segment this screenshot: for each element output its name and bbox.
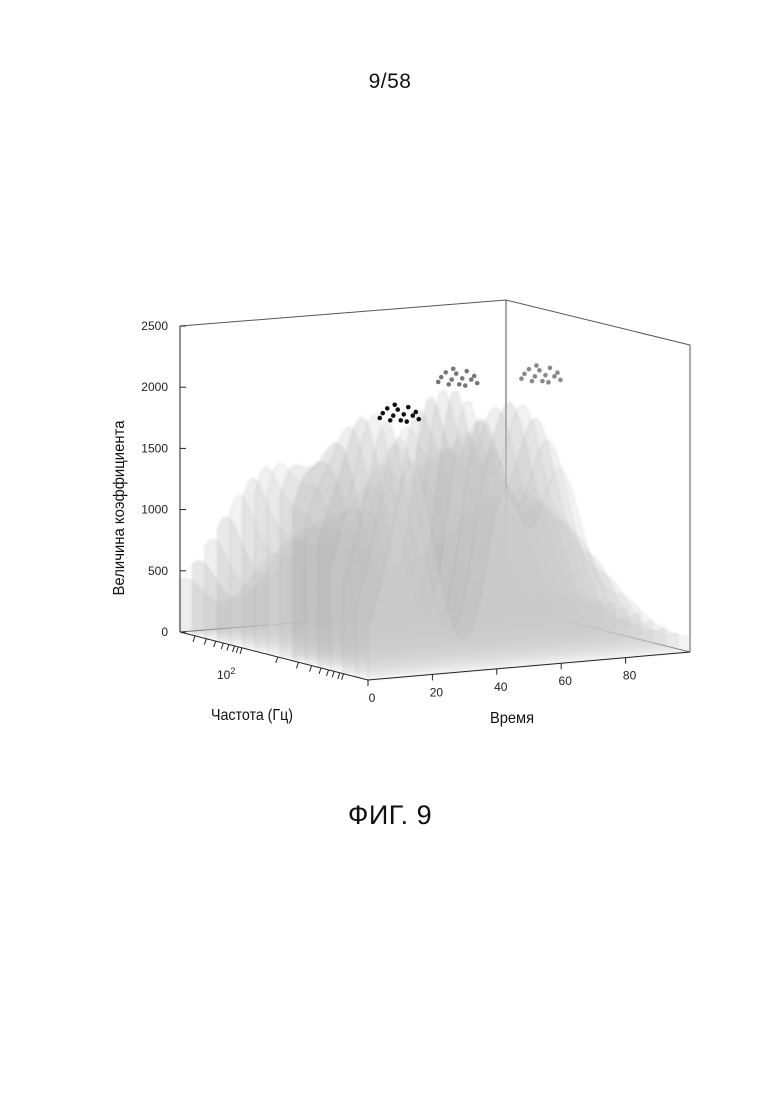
z-tick-label: 500 <box>148 564 168 578</box>
time-tick-label: 60 <box>559 674 573 688</box>
peak-marker <box>457 382 462 387</box>
z-tick-label: 2500 <box>141 319 168 333</box>
peak-marker <box>533 374 538 379</box>
time-axis-title: Время <box>490 710 534 727</box>
surface <box>180 391 690 681</box>
peak-marker <box>449 377 454 382</box>
peak-marker <box>548 366 553 371</box>
peak-marker <box>401 412 406 417</box>
peak-marker <box>404 419 409 424</box>
peak-marker <box>413 410 418 415</box>
peak-marker <box>446 382 451 387</box>
peak-marker <box>558 378 563 383</box>
peak-marker <box>527 367 532 372</box>
freq-axis-title: Частота (Гц) <box>211 707 293 724</box>
peak-marker <box>540 379 545 384</box>
peak-marker <box>406 405 411 410</box>
peak-marker <box>385 406 390 411</box>
peak-marker <box>546 380 551 385</box>
peak-marker <box>460 376 465 381</box>
peak-marker <box>439 375 444 380</box>
peak-marker <box>543 373 548 378</box>
peak-marker <box>552 374 557 379</box>
peak-marker <box>530 379 535 384</box>
peak-marker <box>519 376 524 381</box>
z-tick-label: 1000 <box>141 503 168 517</box>
peak-marker <box>380 411 385 416</box>
figure-caption: ФИГ. 9 <box>0 800 780 831</box>
peak-marker <box>475 381 480 386</box>
peak-marker <box>416 417 421 422</box>
peak-marker <box>534 363 539 368</box>
peak-marker <box>436 380 441 385</box>
peak-marker <box>443 370 448 375</box>
peak-marker <box>388 418 393 423</box>
peak-marker <box>463 383 468 388</box>
peak-marker <box>472 374 477 379</box>
peak-marker <box>377 416 382 421</box>
z-axis: 0 500 1000 1500 2000 2500 <box>141 319 186 639</box>
peak-marker <box>454 371 459 376</box>
peak-marker <box>395 407 400 412</box>
peak-marker <box>522 372 527 377</box>
freq-tick-label: 102 <box>217 666 235 682</box>
peak-marker <box>392 402 397 407</box>
z-tick-label: 1500 <box>141 441 168 455</box>
z-tick-label: 2000 <box>141 380 168 394</box>
peak-marker <box>469 377 474 382</box>
peak-marker <box>410 413 415 418</box>
time-tick-label: 40 <box>494 680 508 694</box>
peak-marker <box>464 369 469 374</box>
peak-marker <box>451 366 456 371</box>
z-tick-label: 0 <box>161 625 168 639</box>
time-tick-label: 20 <box>430 685 444 699</box>
peak-marker <box>398 418 403 423</box>
z-axis-title: Величина коэффициента <box>111 420 128 595</box>
peak-marker <box>391 413 396 418</box>
time-tick-label: 80 <box>623 669 637 683</box>
time-tick-label: 0 <box>369 691 376 705</box>
peak-marker <box>555 370 560 375</box>
peak-marker <box>537 368 542 373</box>
